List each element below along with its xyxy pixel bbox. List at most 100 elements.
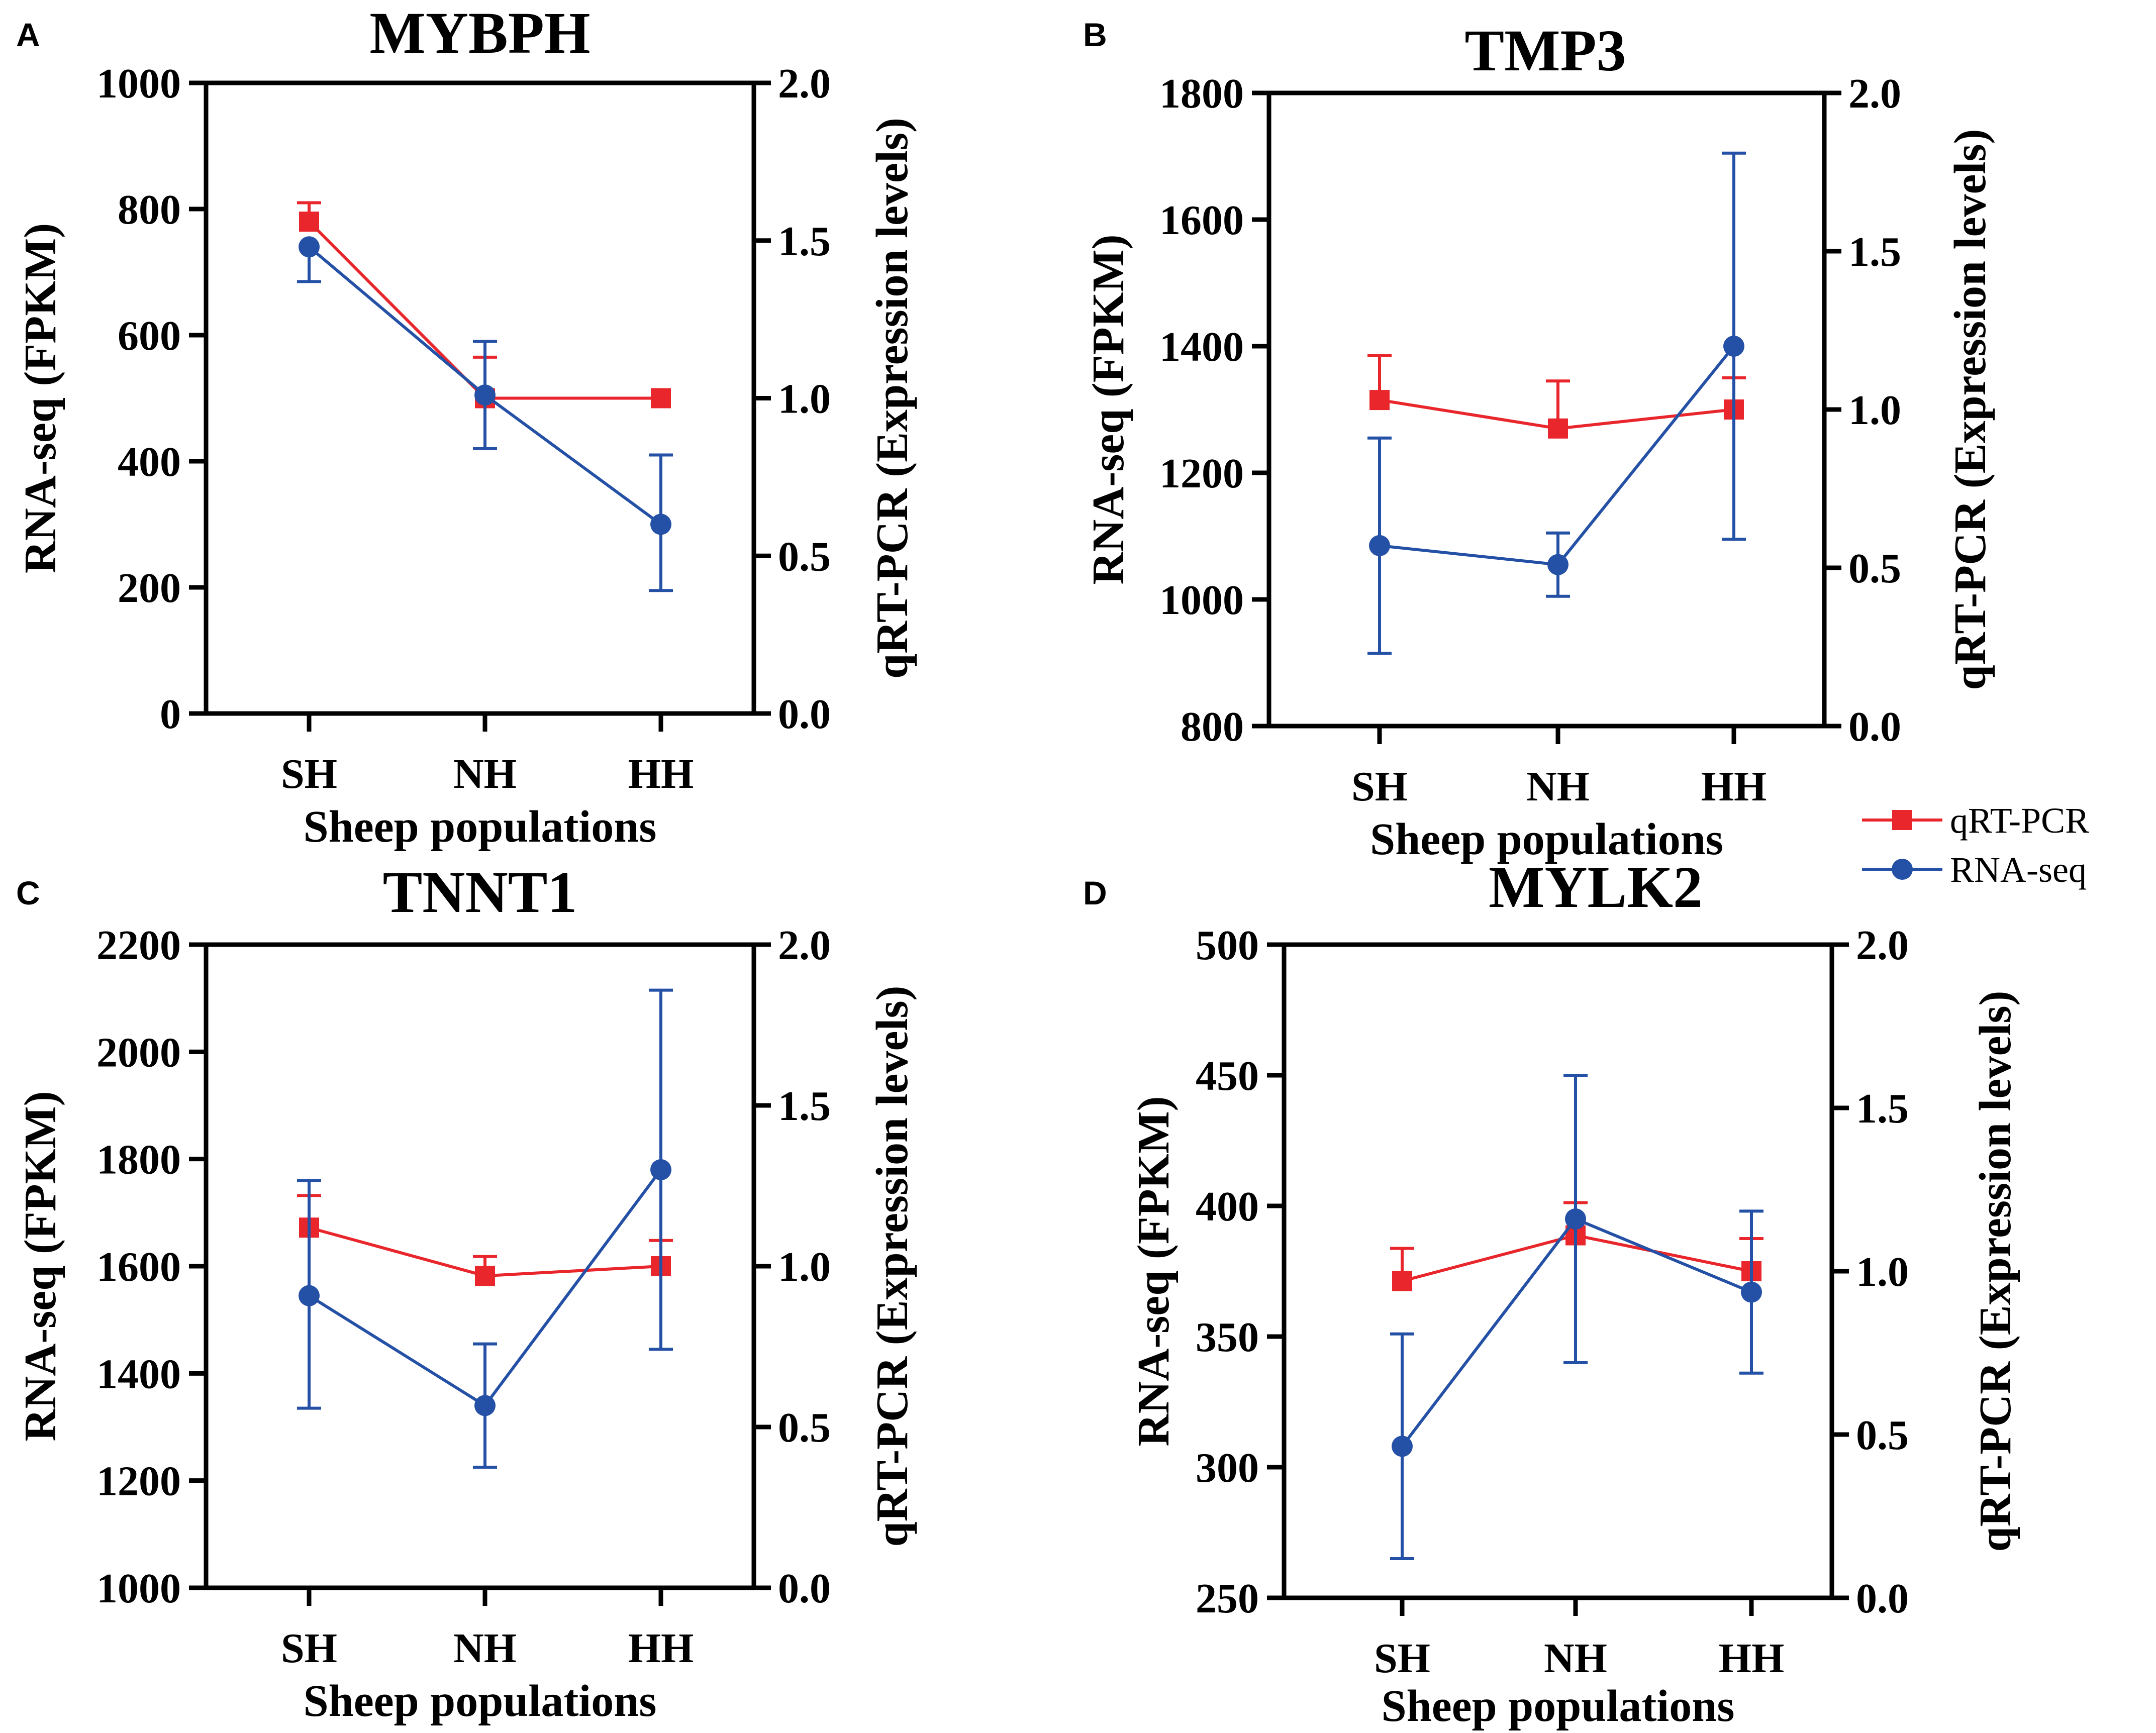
qrtpcr-marker [651, 388, 671, 409]
chart-title: TNNT1 [383, 859, 577, 925]
left-y-tick-label: 2200 [96, 922, 181, 969]
series-rna-seq [1367, 151, 1746, 655]
left-y-tick-label: 350 [1196, 1314, 1259, 1361]
rnaseq-marker [1565, 1208, 1586, 1230]
right-y-axis-title: qRT-PCR (Expression levels) [867, 986, 917, 1547]
left-y-tick-label: 400 [1196, 1183, 1259, 1230]
qrtpcr-marker [1548, 418, 1568, 439]
series-rna-seq [297, 236, 673, 592]
left-y-tick-label: 200 [118, 565, 181, 611]
x-axis-title: Sheep populations [1370, 814, 1723, 864]
rnaseq-marker [299, 236, 320, 258]
left-y-axis-title: RNA-seq (FPKM) [16, 223, 65, 573]
left-y-tick-label: 500 [1196, 922, 1259, 969]
series-rna-seq [297, 988, 673, 1469]
left-y-tick-label: 250 [1196, 1575, 1259, 1622]
left-y-tick-label: 1200 [96, 1458, 181, 1505]
right-y-tick-label: 0.0 [778, 1565, 831, 1612]
x-tick-label: HH [1701, 763, 1767, 810]
right-y-tick-label: 1.5 [1856, 1085, 1909, 1132]
rnaseq-marker [1741, 1281, 1762, 1303]
left-y-tick-label: 1000 [96, 60, 181, 107]
rnaseq-marker [650, 514, 671, 535]
left-y-tick-label: 450 [1196, 1053, 1259, 1099]
rnaseq-marker [299, 1285, 320, 1306]
rnaseq-marker [1723, 336, 1744, 357]
panel-d: D MYLK2 250 300 350 400 450 500 0.0 0.5 1.0 1.5 2.0 S… [1083, 854, 2020, 1731]
right-y-tick-label: 2.0 [778, 922, 831, 969]
panel-letter: C [16, 874, 40, 911]
left-y-tick-label: 1800 [1159, 70, 1244, 117]
qrtpcr-marker [475, 1266, 495, 1286]
right-y-axis-title: qRT-PCR (Expression levels) [1945, 129, 1995, 690]
x-tick-label: HH [628, 751, 694, 797]
right-y-tick-label: 0.5 [778, 533, 831, 580]
right-y-tick-label: 2.0 [1856, 922, 1909, 969]
x-tick-label: NH [1544, 1635, 1607, 1682]
legend-rna-seq-label: RNA-seq [1950, 850, 2087, 890]
left-y-axis-title: RNA-seq (FPKM) [16, 1091, 65, 1441]
qrtpcr-marker [1392, 1271, 1412, 1291]
rnaseq-marker [1392, 1436, 1413, 1457]
rnaseq-marker [1547, 554, 1569, 575]
x-tick-label: NH [453, 1625, 517, 1672]
left-y-tick-label: 2000 [96, 1029, 181, 1076]
left-y-tick-label: 1600 [96, 1244, 181, 1290]
rnaseq-marker [474, 384, 496, 406]
x-tick-label: NH [1526, 763, 1590, 810]
right-y-tick-label: 1.5 [778, 218, 831, 265]
x-tick-label: SH [281, 1625, 337, 1672]
right-y-tick-label: 1.5 [1848, 229, 1901, 275]
left-y-tick-label: 1000 [1159, 577, 1244, 624]
x-axis-title: Sheep populations [1382, 1681, 1735, 1731]
legend-qrt-pcr-label: qRT-PCR [1950, 800, 2089, 841]
right-y-tick-label: 2.0 [1848, 70, 1901, 117]
panel-letter: D [1083, 874, 1107, 911]
x-axis-title: Sheep populations [304, 1676, 657, 1726]
x-axis-title: Sheep populations [304, 802, 657, 852]
right-y-tick-label: 0.5 [1856, 1412, 1909, 1459]
panel-a: A MYBPH 0 200 400 600 800 1000 0.0 0.5 1.0 1.5 2.0 SH… [16, 0, 917, 852]
series-rna-seq [1390, 1074, 1763, 1560]
right-y-tick-label: 1.0 [1856, 1249, 1909, 1295]
rnaseq-marker [650, 1159, 671, 1180]
right-y-tick-label: 0.5 [778, 1404, 831, 1451]
rnaseq-marker [474, 1395, 496, 1416]
panel-b: B TMP3 800 1000 1200 1400 1600 1800 0.0 0.5 1.0 1.5… [1083, 16, 1995, 864]
qrtpcr-marker [299, 212, 319, 232]
x-tick-label: NH [453, 751, 517, 797]
series-qrt-pcr [297, 1194, 673, 1286]
panel-c: C TNNT1 1000 1200 1400 1600 1800 2000 2200 0.0 0.5… [16, 859, 917, 1726]
qrtpcr-marker [1369, 390, 1390, 411]
left-y-axis-title: RNA-seq (FPKM) [1084, 234, 1133, 584]
chart-title: MYBPH [369, 0, 590, 66]
right-y-axis-title: qRT-PCR (Expression levels) [867, 118, 917, 679]
series-qrt-pcr [1367, 354, 1746, 439]
x-tick-label: SH [1374, 1635, 1430, 1682]
right-y-tick-label: 0.5 [1848, 545, 1901, 592]
right-y-tick-label: 0.0 [1856, 1575, 1909, 1622]
left-y-tick-label: 800 [1181, 703, 1244, 750]
legend: qRT-PCR RNA-seq [1862, 800, 2089, 890]
right-y-tick-label: 1.0 [778, 376, 831, 423]
panel-letter: A [16, 16, 40, 53]
legend-qrt-pcr-marker [1892, 810, 1912, 830]
panel-letter: B [1083, 16, 1107, 53]
right-y-tick-label: 0.0 [778, 691, 831, 738]
left-y-tick-label: 1400 [96, 1351, 181, 1397]
left-y-tick-label: 1000 [96, 1565, 181, 1612]
x-tick-label: HH [628, 1625, 694, 1672]
left-y-tick-label: 1600 [1159, 197, 1244, 244]
left-y-tick-label: 1200 [1159, 450, 1244, 497]
right-y-tick-label: 1.0 [1848, 387, 1901, 434]
right-y-axis-title: qRT-PCR (Expression levels) [1971, 991, 2020, 1552]
right-y-tick-label: 2.0 [778, 60, 831, 107]
chart-title: MYLK2 [1489, 854, 1703, 920]
left-y-axis-title: RNA-seq (FPKM) [1129, 1096, 1179, 1446]
left-y-tick-label: 0 [160, 691, 181, 738]
x-tick-label: SH [1351, 763, 1408, 810]
right-y-tick-label: 1.0 [778, 1244, 831, 1290]
rnaseq-marker [1369, 535, 1390, 556]
left-y-tick-label: 400 [118, 439, 181, 485]
